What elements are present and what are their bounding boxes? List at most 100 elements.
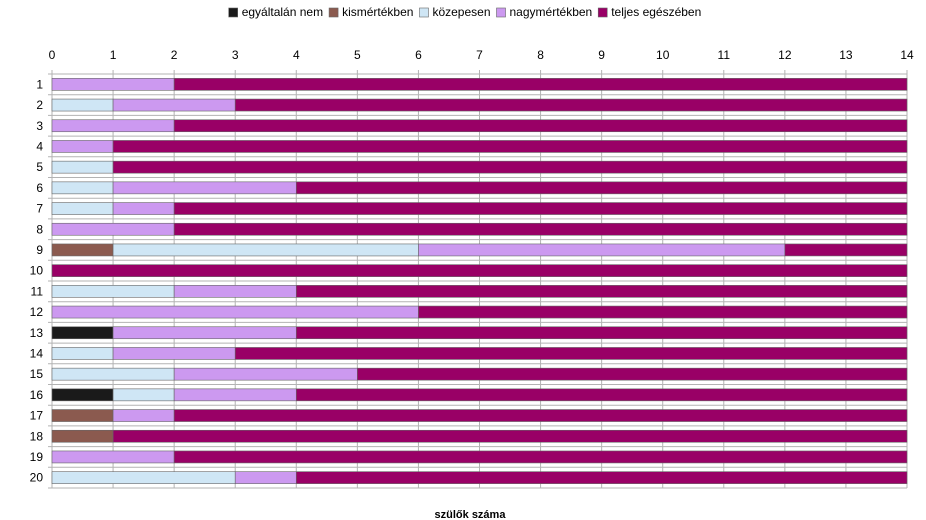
bar-segment (418, 243, 786, 257)
x-tick-label: 6 (415, 48, 422, 62)
y-tick-label: 4 (36, 139, 43, 153)
bar-segment (112, 243, 419, 257)
bar-segment (234, 98, 908, 112)
x-tick-label: 11 (718, 48, 731, 62)
y-tick-label: 17 (30, 409, 44, 423)
bar-segment (51, 409, 114, 422)
bar-segment (112, 98, 236, 112)
y-tick-label: 7 (36, 202, 43, 216)
x-tick-label: 10 (656, 48, 670, 62)
legend-swatch (419, 7, 429, 18)
legend: egyáltalán nem kismértékben közepesen nagym… (228, 5, 701, 19)
legend-label: nagymértékben (510, 5, 593, 19)
bars (51, 78, 908, 484)
y-tick-label: 10 (30, 264, 44, 278)
x-tick-label: 12 (778, 48, 792, 62)
y-tick-label: 8 (36, 222, 43, 236)
bar-segment (51, 119, 175, 133)
x-tick-label: 3 (232, 48, 239, 62)
bar-segment (51, 222, 175, 236)
bar-segment (51, 78, 175, 91)
bar-segment (51, 471, 236, 484)
y-tick-label: 14 (30, 346, 44, 360)
bar-segment (51, 243, 114, 257)
bar-segment (112, 429, 908, 443)
bar-segment (112, 202, 175, 215)
legend-label: teljes egészében (611, 5, 701, 19)
bar-segment (173, 367, 358, 381)
y-tick-label: 9 (36, 243, 43, 257)
bar-segment (173, 285, 297, 298)
bar-segment (173, 202, 908, 215)
y-tick-label: 3 (36, 119, 43, 133)
x-tick-label: 13 (839, 48, 853, 62)
bar-segment (784, 243, 908, 257)
y-tick-label: 6 (36, 181, 43, 195)
y-tick-label: 2 (36, 98, 43, 112)
y-tick-label: 18 (30, 429, 44, 443)
bar-segment (51, 264, 908, 277)
bar-segment (112, 160, 908, 174)
bar-segment (112, 409, 175, 422)
bar-segment (295, 326, 908, 340)
bar-segment (234, 347, 908, 360)
y-tick-label: 11 (31, 284, 44, 298)
bar-segment (173, 450, 908, 464)
y-tick-label: 19 (30, 450, 44, 464)
legend-label: kismértékben (342, 5, 413, 19)
grid (48, 73, 908, 489)
bar-segment (173, 409, 908, 422)
y-tick-label: 15 (30, 367, 44, 381)
y-tick-label: 16 (30, 388, 44, 402)
bar-segment (295, 471, 908, 484)
bar-segment (173, 119, 908, 133)
y-tick-label: 5 (36, 160, 43, 174)
bar-segment (173, 388, 297, 402)
x-tick-label: 9 (598, 48, 605, 62)
bar-segment (112, 388, 175, 402)
bar-segment (51, 202, 114, 215)
bar-segment (51, 181, 114, 195)
legend-swatch (597, 7, 608, 18)
bar-segment (51, 305, 419, 319)
bar-segment (357, 367, 908, 381)
x-tick-label: 4 (293, 48, 300, 62)
bar-segment (418, 305, 908, 319)
bar-segment (112, 140, 908, 153)
bar-segment (51, 98, 114, 112)
x-axis-label: szülők száma (435, 509, 507, 520)
bar-segment (51, 450, 175, 464)
bar-segment (295, 285, 908, 298)
legend-swatch (228, 7, 238, 18)
bar-segment (112, 326, 297, 340)
bar-segment (173, 222, 908, 236)
bar-segment (112, 347, 236, 360)
x-tick-label: 14 (900, 48, 914, 62)
legend-swatch (496, 7, 506, 18)
bar-segment (112, 181, 297, 195)
legend-swatch (328, 7, 339, 18)
legend-label: egyáltalán nem (242, 5, 323, 19)
x-tick-label: 5 (354, 48, 361, 62)
x-tick-label: 2 (171, 48, 178, 62)
bar-segment (234, 471, 297, 484)
bar-segment (51, 388, 114, 402)
x-axis-ticks: 0 1 2 3 4 5 6 7 8 9 10 11 12 13 14 (49, 48, 914, 74)
x-tick-label: 7 (476, 48, 483, 62)
bar-segment (51, 347, 114, 360)
bar-segment (173, 78, 908, 91)
bar-segment (51, 285, 175, 298)
bar-segment (51, 429, 114, 443)
y-tick-label: 1 (36, 77, 43, 91)
x-tick-label: 8 (537, 48, 544, 62)
y-tick-label: 20 (30, 471, 44, 485)
bar-segment (295, 181, 908, 195)
x-tick-label: 1 (110, 48, 117, 62)
legend-label: közepesen (432, 5, 490, 19)
x-tick-label: 0 (49, 48, 56, 62)
bar-segment (51, 367, 175, 381)
bar-segment (51, 140, 114, 153)
y-tick-label: 12 (30, 305, 44, 319)
